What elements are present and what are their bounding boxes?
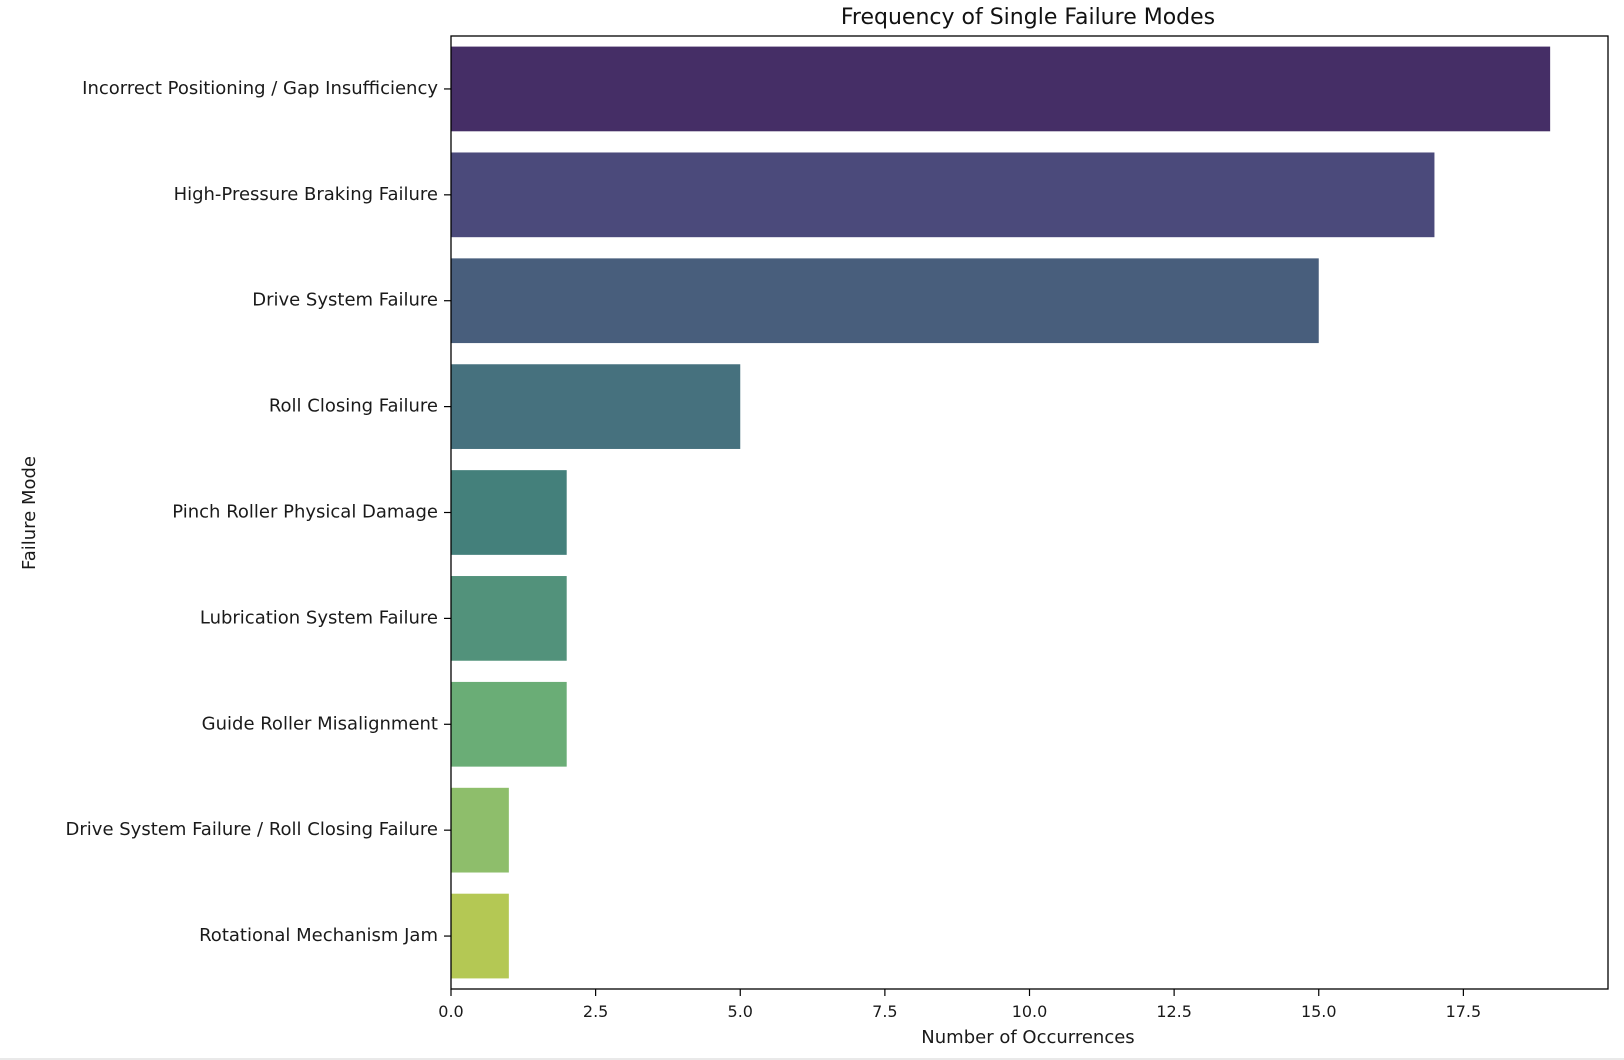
y-tick-label: Incorrect Positioning / Gap Insufficienc… [82, 78, 438, 99]
y-tick-label: Lubrication System Failure [200, 607, 438, 628]
y-tick-label: Roll Closing Failure [269, 396, 438, 417]
x-tick-label: 0.0 [438, 1002, 463, 1021]
x-axis-label: Number of Occurrences [921, 1027, 1134, 1048]
bottom-divider [0, 1058, 1624, 1060]
x-tick-label: 17.5 [1446, 1002, 1482, 1021]
bar [451, 470, 567, 555]
y-axis: Incorrect Positioning / Gap Insufficienc… [66, 78, 451, 946]
y-tick-label: Pinch Roller Physical Damage [172, 502, 438, 523]
x-tick-label: 10.0 [1012, 1002, 1048, 1021]
bar [451, 258, 1319, 344]
x-tick-label: 15.0 [1301, 1002, 1337, 1021]
bar [451, 46, 1551, 132]
y-tick-label: Drive System Failure / Roll Closing Fail… [66, 819, 438, 840]
bar [451, 576, 567, 661]
x-tick-label: 12.5 [1156, 1002, 1192, 1021]
y-tick-label: Rotational Mechanism Jam [199, 925, 438, 946]
bars-group [451, 46, 1551, 979]
chart-title: Frequency of Single Failure Modes [841, 5, 1215, 30]
bar [451, 364, 741, 449]
x-axis: 0.0 2.5 5.0 7.5 10.0 12.5 15.0 17.5 [438, 989, 1481, 1021]
x-tick-label: 5.0 [728, 1002, 753, 1021]
y-tick-label: Drive System Failure [252, 290, 438, 311]
y-axis-label: Failure Mode [19, 456, 40, 570]
y-tick-label: Guide Roller Misalignment [202, 713, 438, 734]
bar [451, 893, 509, 979]
x-tick-label: 7.5 [872, 1002, 897, 1021]
y-tick-label: High-Pressure Braking Failure [174, 184, 438, 205]
bar [451, 681, 567, 767]
bar [451, 787, 509, 873]
bar [451, 152, 1435, 238]
x-tick-label: 2.5 [583, 1002, 608, 1021]
